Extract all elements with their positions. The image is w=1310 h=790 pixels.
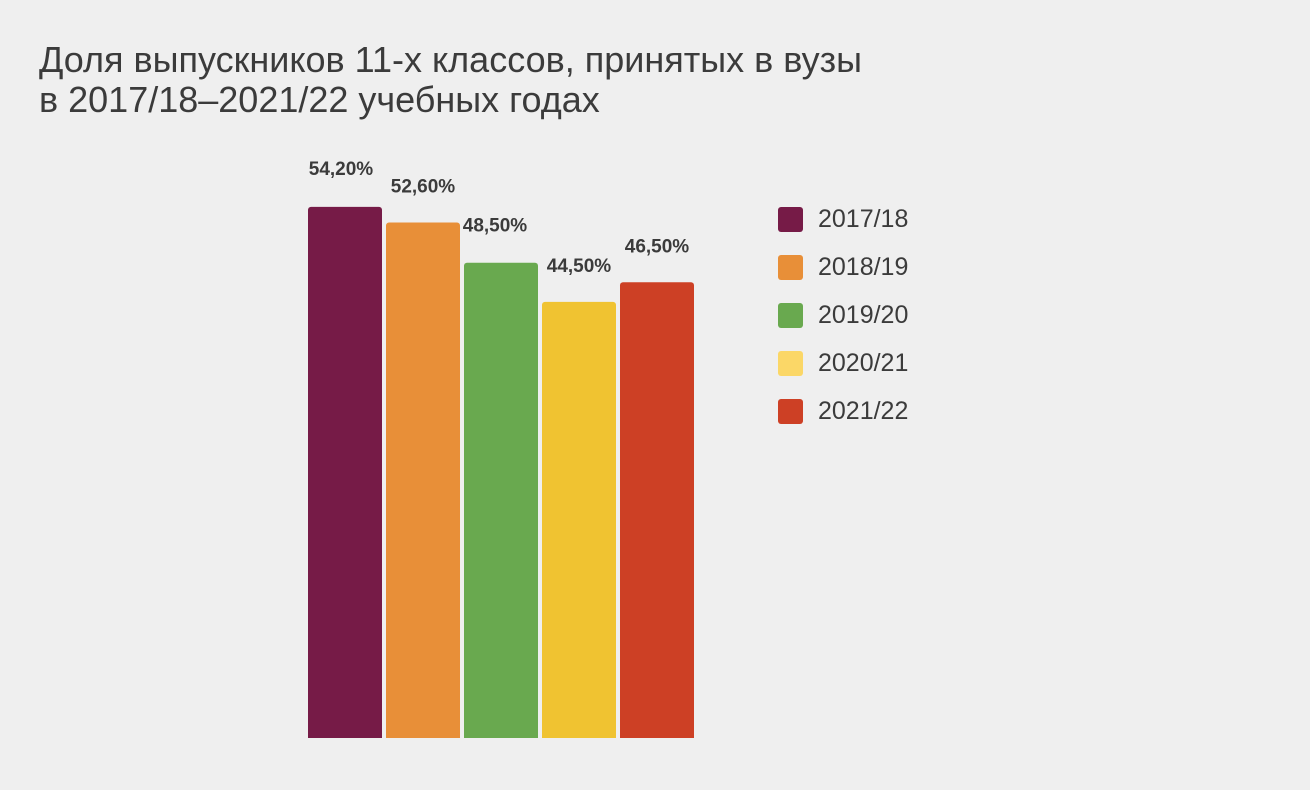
bar-base	[620, 732, 694, 738]
legend-swatch	[778, 302, 803, 328]
legend-item-2017-18: 2017/18	[778, 195, 908, 243]
bar-base	[542, 732, 616, 738]
data-labels-group: 54,20% 52,60% 48,50% 44,50% 46,50%	[309, 159, 690, 277]
data-label-2019-20: 48,50%	[463, 216, 528, 237]
bar-2020-21	[542, 301, 616, 738]
bar-2018-19	[386, 222, 460, 738]
legend-label: 2021/22	[818, 396, 909, 425]
bar-2021-22	[620, 282, 694, 738]
bar-base	[386, 732, 460, 738]
chart-title-line-1: Доля выпускников 11-х классов, принятых …	[39, 39, 862, 80]
bar-base	[308, 732, 382, 738]
bars-group	[308, 206, 694, 739]
legend-item-2021-22: 2021/22	[778, 387, 908, 435]
legend-label: 2019/20	[818, 300, 909, 329]
chart-title: Доля выпускников 11-х классов, принятых …	[39, 40, 862, 120]
legend-swatch	[778, 350, 803, 376]
bar-base	[464, 732, 538, 738]
legend-swatch	[778, 254, 803, 280]
legend-label: 2018/19	[818, 252, 909, 281]
legend-swatch	[778, 398, 803, 424]
bar-2019-20	[464, 262, 538, 738]
legend-swatch	[778, 206, 803, 232]
legend-item-2020-21: 2020/21	[778, 339, 908, 387]
bar-2017-18	[308, 206, 382, 739]
data-label-2017-18: 54,20%	[309, 159, 374, 180]
legend-item-2019-20: 2019/20	[778, 291, 908, 339]
legend: 2017/18 2018/19 2019/20 2020/21 2021/22	[778, 195, 908, 435]
data-label-2020-21: 44,50%	[547, 256, 612, 277]
legend-label: 2020/21	[818, 348, 909, 377]
chart-title-line-2: в 2017/18–2021/22 учебных годах	[39, 79, 600, 120]
legend-label: 2017/18	[818, 204, 909, 233]
data-label-2021-22: 46,50%	[625, 236, 690, 257]
legend-item-2018-19: 2018/19	[778, 243, 908, 291]
data-label-2018-19: 52,60%	[391, 177, 456, 198]
